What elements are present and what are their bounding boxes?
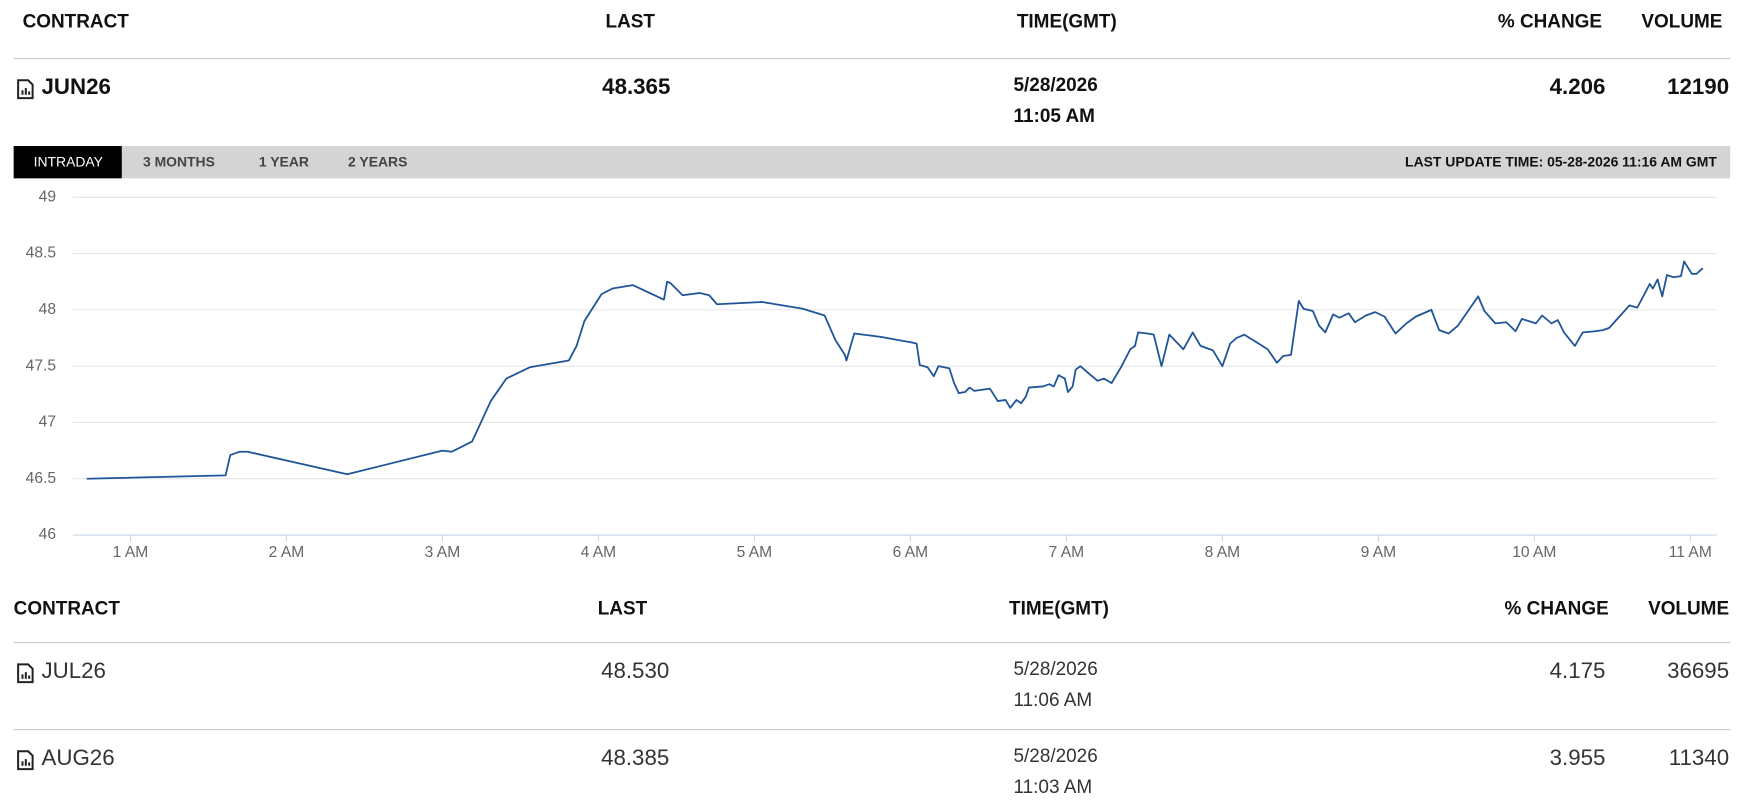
tab[interactable]: 3 MONTHS: [143, 153, 215, 169]
last-update: LAST UPDATE TIME: 05-28-2026 11:16 AM GM…: [1405, 153, 1717, 169]
column-header: CONTRACT: [14, 599, 121, 620]
contract-icon[interactable]: [17, 79, 34, 100]
last-price: 48.530: [601, 658, 669, 683]
x-tick-label: 3 AM: [425, 544, 461, 561]
tab[interactable]: INTRADAY: [34, 153, 103, 169]
y-tick-label: 48: [39, 301, 56, 318]
tab[interactable]: 2 YEARS: [348, 153, 407, 169]
x-tick-label: 4 AM: [581, 544, 617, 561]
x-tick-label: 1 AM: [113, 544, 149, 561]
volume: 11340: [1669, 745, 1729, 770]
y-tick-label: 46: [39, 526, 56, 543]
x-tick-label: 6 AM: [893, 544, 929, 561]
trade-date: 5/28/2026: [1014, 75, 1098, 96]
percent-change: 4.175: [1550, 658, 1606, 683]
column-header: CONTRACT: [23, 11, 130, 32]
contract-name[interactable]: JUN26: [42, 74, 111, 99]
y-tick-label: 47.5: [26, 357, 57, 374]
tab-active[interactable]: [13, 146, 122, 179]
column-header: LAST: [606, 11, 656, 32]
volume: 36695: [1667, 658, 1729, 683]
y-tick-label: 47: [39, 414, 56, 431]
trade-date: 5/28/2026: [1014, 746, 1098, 767]
column-header: % CHANGE: [1498, 11, 1602, 32]
x-tick-label: 11 AM: [1669, 544, 1712, 561]
trade-date: 5/28/2026: [1014, 659, 1098, 680]
tab[interactable]: 1 YEAR: [259, 153, 309, 169]
trade-time: 11:06 AM: [1014, 690, 1093, 711]
y-tick-label: 49: [39, 188, 56, 205]
x-tick-label: 2 AM: [269, 544, 305, 561]
volume: 12190: [1667, 74, 1729, 99]
trade-time: 11:03 AM: [1014, 777, 1093, 798]
last-price: 48.385: [601, 745, 669, 770]
column-header: VOLUME: [1648, 599, 1729, 620]
table-rows: JUL26 48.530 5/28/2026 11:06 AM 4.175 36695 AU…: [13, 658, 1731, 798]
percent-change: 3.955: [1550, 745, 1606, 770]
tab-bar: [13, 146, 1731, 179]
x-tick-label: 5 AM: [737, 544, 773, 561]
trade-time: 11:05 AM: [1014, 106, 1095, 127]
percent-change: 4.206: [1550, 74, 1606, 99]
contract-icon[interactable]: [17, 750, 34, 771]
price-line: [86, 260, 1704, 480]
column-header: % CHANGE: [1505, 599, 1609, 620]
column-header: VOLUME: [1641, 11, 1722, 32]
column-header: TIME(GMT): [1017, 11, 1117, 32]
chart: 46 46.5 47 47.5 48 48.5 49 1 AM 2 AM 3 AM 4 AM 5 AM…: [26, 188, 1717, 561]
x-tick-label: 10 AM: [1512, 544, 1556, 561]
y-tick-label: 46.5: [26, 470, 57, 487]
contract-icon[interactable]: [17, 663, 34, 684]
x-tick-label: 8 AM: [1205, 544, 1241, 561]
contract-name[interactable]: AUG26: [42, 745, 115, 770]
contract-name[interactable]: JUL26: [42, 658, 106, 683]
y-tick-label: 48.5: [26, 245, 57, 262]
column-header: LAST: [598, 599, 648, 620]
last-price: 48.365: [602, 74, 670, 99]
x-tick-label: 9 AM: [1361, 544, 1397, 561]
column-header: TIME(GMT): [1009, 599, 1109, 620]
x-tick-label: 7 AM: [1049, 544, 1085, 561]
